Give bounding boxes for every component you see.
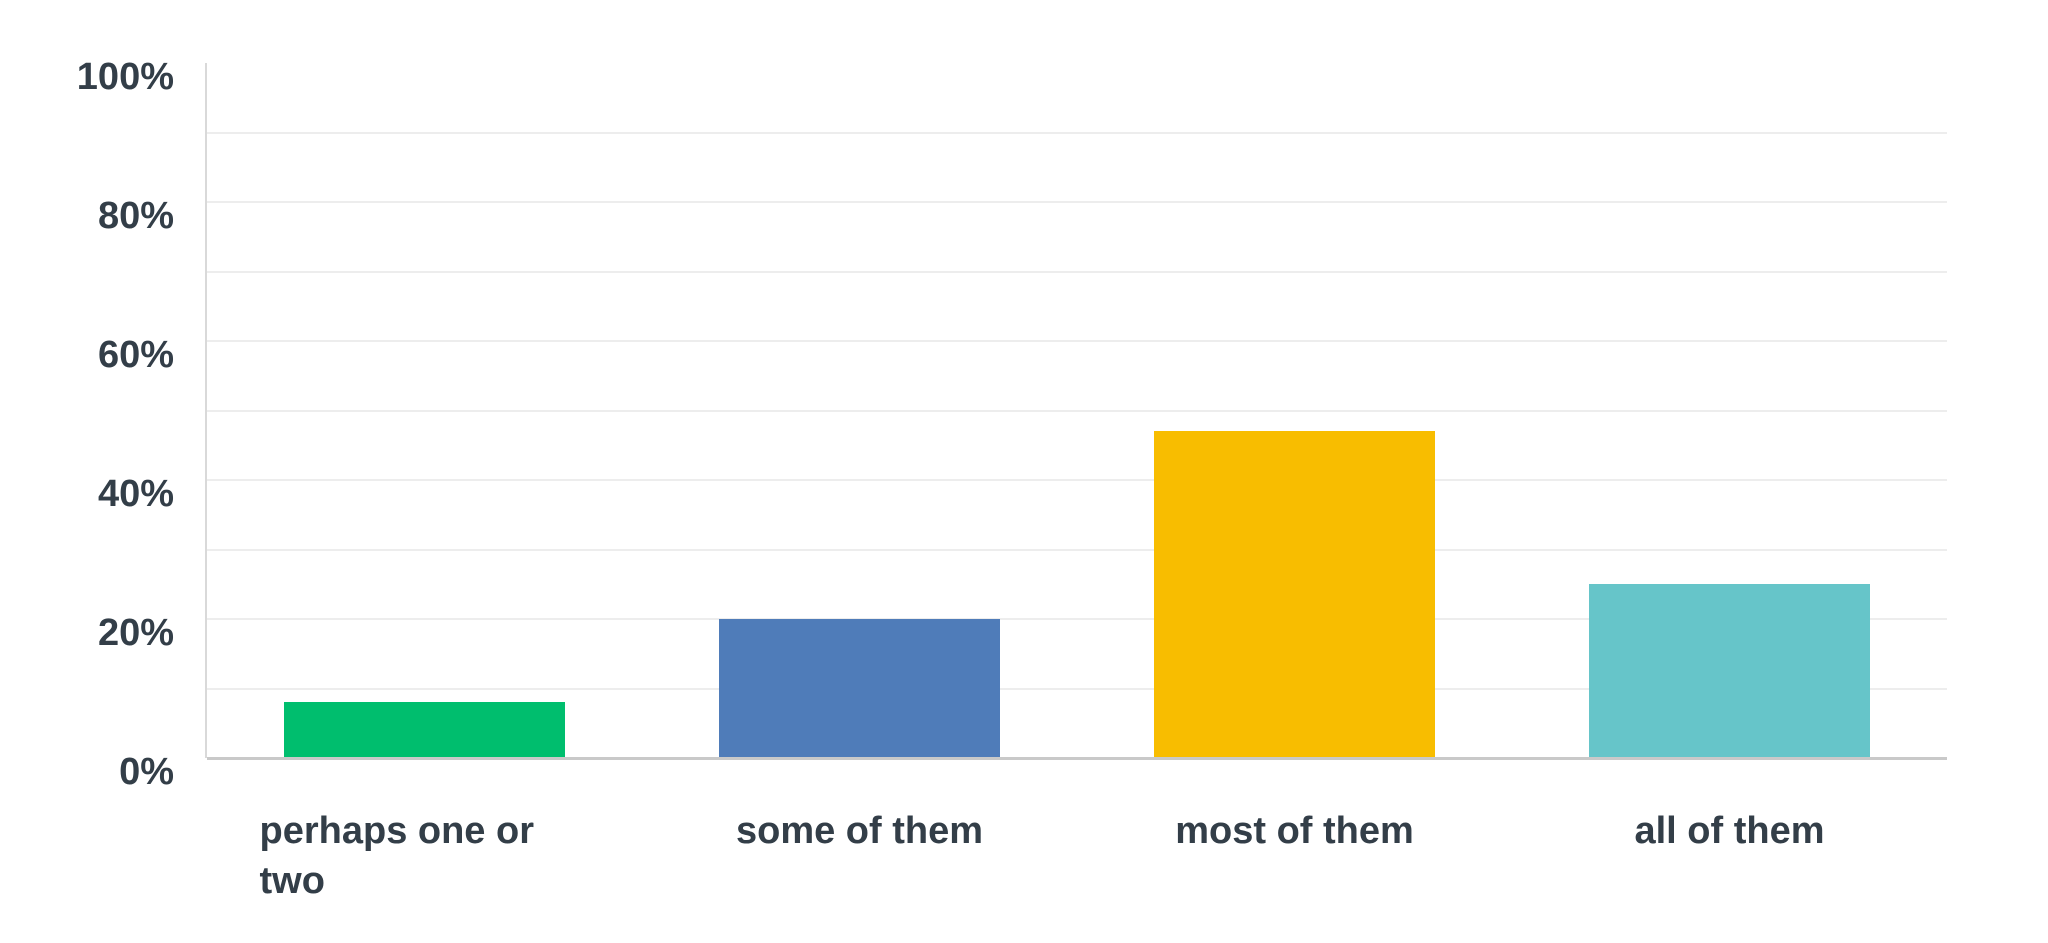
bar-some-of-them bbox=[719, 619, 1000, 758]
x-axis-category-label: all of them bbox=[1512, 806, 1947, 856]
gridline-50pct bbox=[207, 409, 1947, 412]
y-axis-line bbox=[205, 63, 207, 758]
x-axis-category-label: some of them bbox=[642, 806, 1077, 856]
y-axis-tick-label: 60% bbox=[97, 334, 174, 376]
x-axis-category-label-text: perhaps one or two bbox=[259, 810, 535, 902]
bar-most-of-them bbox=[1154, 431, 1435, 758]
gridline-60pct bbox=[207, 340, 1947, 342]
x-axis-category-label-text: all of them bbox=[1634, 810, 1825, 852]
gridline-70pct bbox=[207, 270, 1947, 273]
gridline-90pct bbox=[207, 131, 1947, 134]
y-axis-tick-label: 40% bbox=[97, 473, 174, 515]
x-axis-category-label: most of them bbox=[1077, 806, 1512, 856]
gridline-30pct bbox=[207, 548, 1947, 551]
bar-perhaps-one-or-two bbox=[284, 702, 565, 758]
gridline-10pct bbox=[207, 687, 1947, 690]
y-axis-tick-label: 0% bbox=[119, 751, 174, 793]
gridline-20pct bbox=[207, 618, 1947, 620]
bar-all-of-them bbox=[1589, 584, 1870, 758]
x-axis-category-label: perhaps one or two bbox=[207, 806, 642, 906]
plot-area bbox=[207, 63, 1947, 758]
x-axis-category-label-text: most of them bbox=[1175, 810, 1414, 852]
y-axis-tick-label: 20% bbox=[97, 612, 174, 654]
gridline-80pct bbox=[207, 201, 1947, 203]
x-axis-line bbox=[207, 757, 1947, 760]
gridline-40pct bbox=[207, 479, 1947, 481]
y-axis-tick-label: 80% bbox=[97, 195, 174, 237]
x-axis-category-label-text: some of them bbox=[735, 810, 984, 852]
y-axis-tick-label: 100% bbox=[76, 56, 174, 98]
